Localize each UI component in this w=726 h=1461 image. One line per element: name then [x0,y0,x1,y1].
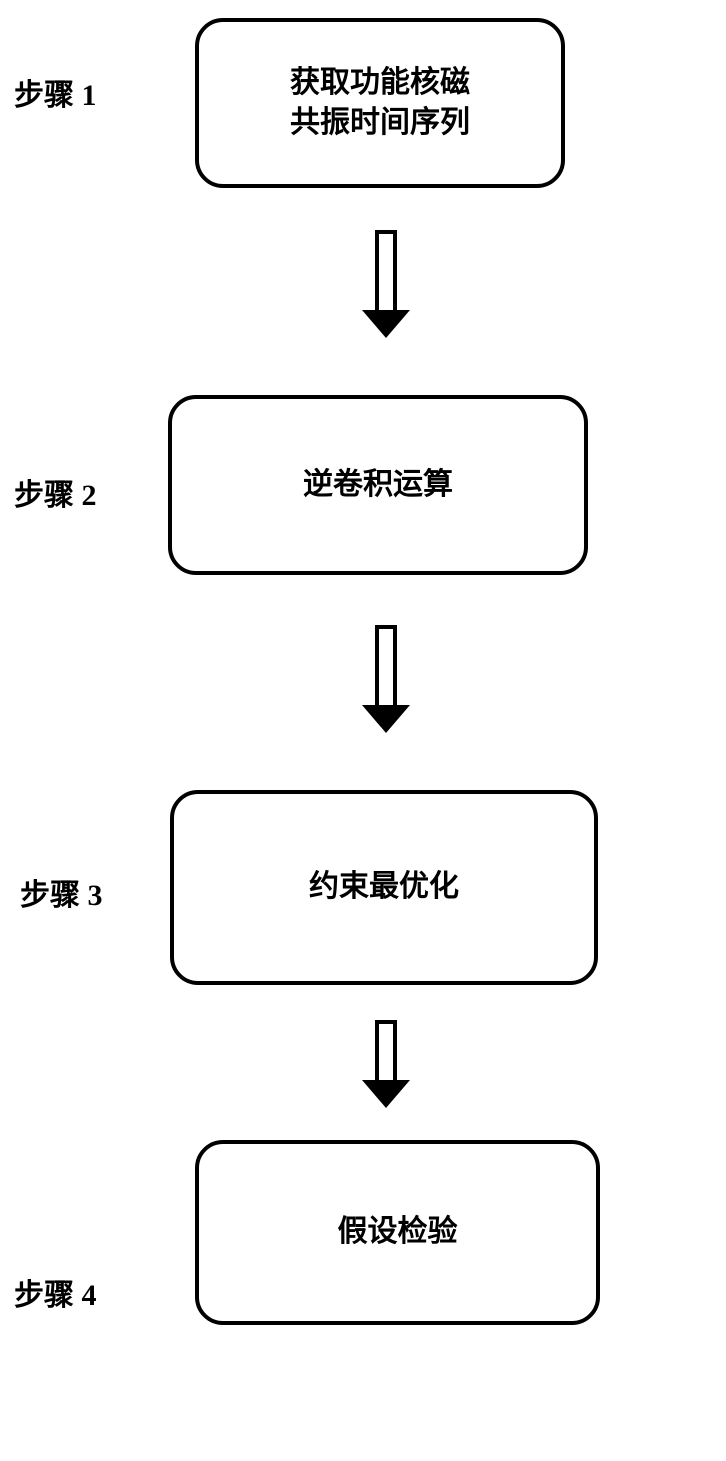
arrow-3-shaft [375,1020,397,1080]
step-4-box-text: 假设检验 [338,1212,458,1253]
arrow-1-shaft [375,230,397,310]
step-2-box-text: 逆卷积运算 [303,465,453,506]
step-3-box-text: 约束最优化 [309,867,459,908]
step-4-box: 假设检验 [195,1140,600,1325]
arrow-1 [362,230,410,338]
arrow-2-shaft [375,625,397,705]
step-4-label: 步骤 4 [14,1270,97,1314]
arrow-3-head [362,1080,410,1108]
step-2-label: 步骤 2 [14,470,97,514]
step-1-box: 获取功能核磁共振时间序列 [195,18,565,188]
step-2-box: 逆卷积运算 [168,395,588,575]
step-3-box: 约束最优化 [170,790,598,985]
arrow-1-head [362,310,410,338]
arrow-3 [362,1020,410,1108]
step-1-label: 步骤 1 [14,70,97,114]
step-3-label: 步骤 3 [20,870,103,914]
arrow-2 [362,625,410,733]
step-1-box-text: 获取功能核磁共振时间序列 [290,63,470,144]
arrow-2-head [362,705,410,733]
